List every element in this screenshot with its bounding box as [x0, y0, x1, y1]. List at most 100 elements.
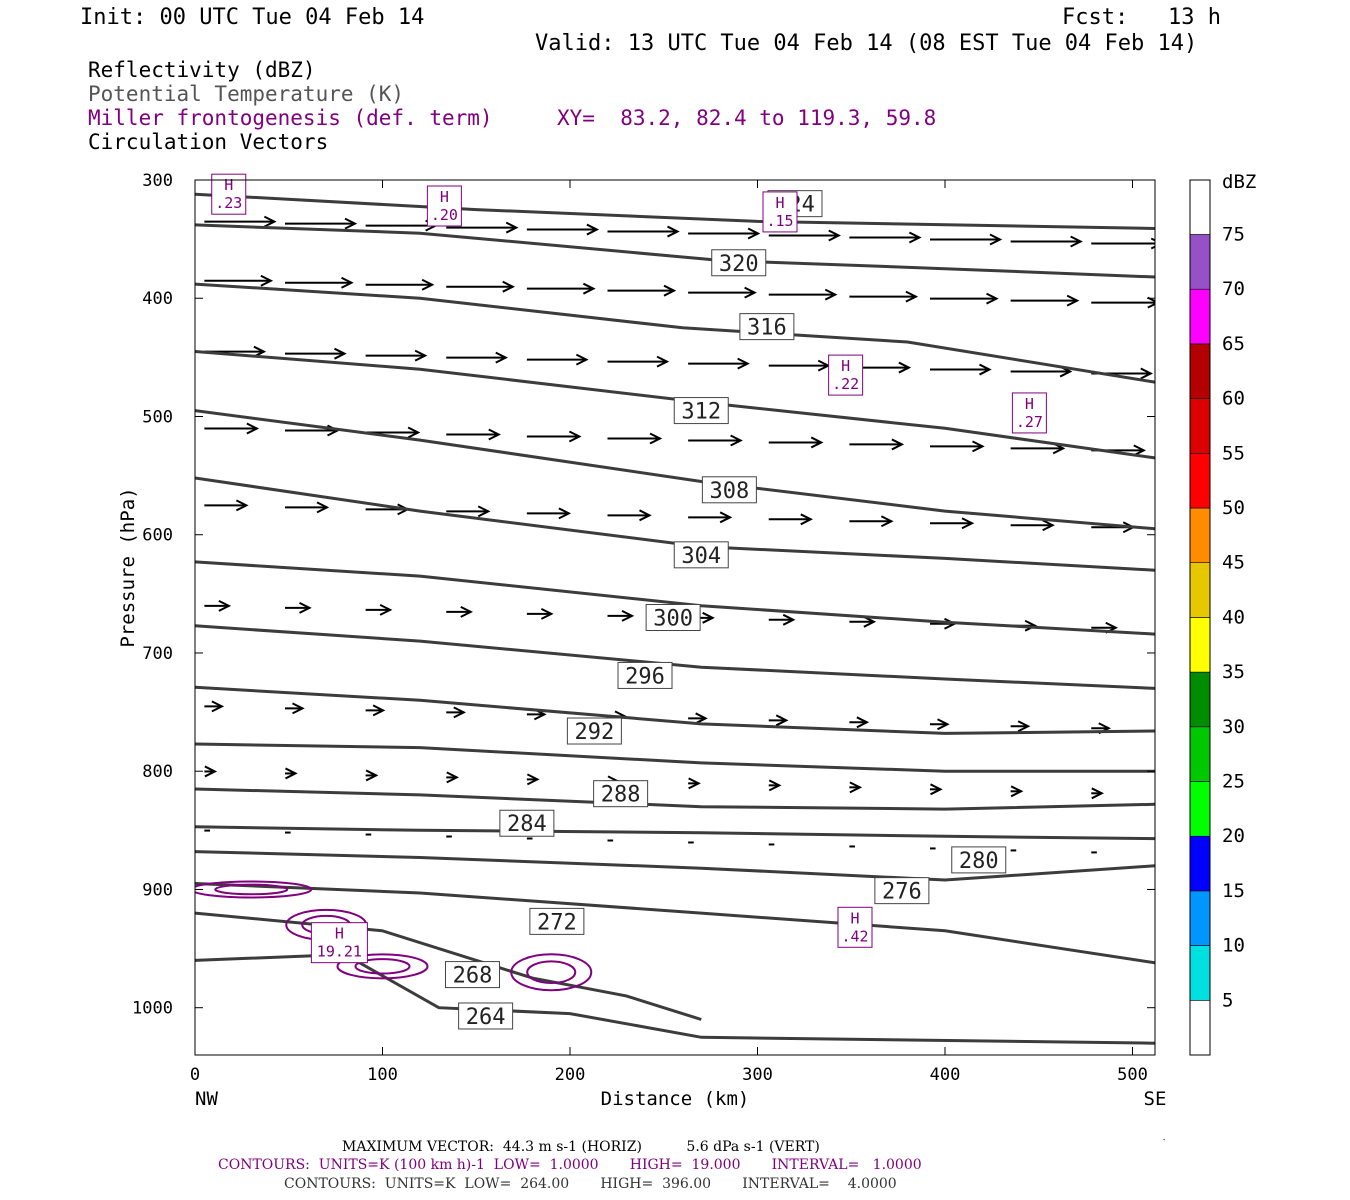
- vector-arrowhead: [639, 509, 652, 522]
- vector-arrowhead: [235, 499, 249, 512]
- theta-label-box: [739, 313, 795, 341]
- theta-label: 320: [719, 252, 759, 277]
- frontogenesis-max-box: [310, 922, 368, 964]
- theta-label: 268: [453, 964, 493, 989]
- frontogenesis-max-label: H: [850, 909, 859, 927]
- theta-contour-284: [195, 787, 1155, 811]
- colorbar-tick-label: 60: [1222, 388, 1245, 410]
- theta-label-box: [499, 809, 555, 837]
- vector-arrowhead: [477, 505, 491, 518]
- vector-arrowhead: [1024, 619, 1038, 632]
- frontogenesis-max-label: H: [224, 176, 233, 194]
- vector-arrowhead: [365, 769, 379, 782]
- legend-frontogenesis: Miller frontogenesis (def. term): [88, 106, 493, 130]
- legend-circulation-vectors: Circulation Vectors: [88, 130, 329, 154]
- y-tick-label: 900: [142, 880, 173, 900]
- x-axis-label: Distance (km): [601, 1088, 750, 1110]
- vector-arrowhead: [211, 700, 225, 713]
- vector-arrowhead: [1017, 720, 1031, 733]
- colorbar-tick-label: 40: [1222, 606, 1245, 628]
- colorbar-segment: [1189, 179, 1211, 235]
- vector-arrowhead: [575, 353, 589, 366]
- theta-label: 300: [653, 607, 693, 632]
- vector-arrowhead: [586, 223, 600, 236]
- colorbar-frame: [1189, 179, 1211, 1056]
- max-vector-note: MAXIMUM VECTOR: 44.3 m s-1 (HORIZ) 5.6 d…: [342, 1139, 820, 1155]
- theta-label: 272: [537, 910, 577, 935]
- vector-arrowhead: [204, 765, 218, 778]
- frontogenesis-max-label: H: [1025, 395, 1034, 413]
- vector-arrowhead: [863, 615, 877, 628]
- vector-arrowhead: [582, 282, 596, 295]
- vector-arrowhead: [880, 515, 894, 528]
- vector-arrowhead: [828, 229, 841, 242]
- colorbar-tick-label: 25: [1222, 771, 1245, 793]
- vector-arrowhead: [908, 231, 922, 244]
- colorbar-segment: [1189, 726, 1211, 782]
- theta-contour-324: [195, 192, 1155, 230]
- colorbar-segment: [1189, 890, 1211, 946]
- frontogenesis-max-label: H: [775, 194, 784, 212]
- frontogenesis-max-value: .22: [832, 375, 859, 393]
- vector-arrowhead: [558, 507, 572, 520]
- frontogenesis-contour: [510, 953, 593, 992]
- vector-arrowhead: [379, 603, 393, 616]
- colorbar-tick-label: 30: [1222, 716, 1245, 738]
- vector-arrowhead: [972, 440, 985, 453]
- vector-arrowhead: [989, 233, 1003, 246]
- x-tick-label: 100: [367, 1065, 398, 1085]
- frontogenesis-contour: [526, 960, 577, 985]
- colorbar-segment: [1189, 617, 1211, 673]
- vector-arrowhead: [979, 363, 992, 376]
- vector-arrowhead: [316, 501, 330, 514]
- cross-section-endpoints: XY= 83.2, 82.4 to 119.3, 59.8: [557, 106, 937, 130]
- colorbar-segment: [1189, 398, 1211, 454]
- vector-arrowhead: [502, 280, 515, 293]
- vector-arrowhead: [421, 278, 435, 291]
- vector-arrowhead: [292, 702, 305, 715]
- frontogenesis-max-value: .27: [1016, 413, 1043, 431]
- frontogenesis-contour: [354, 958, 411, 975]
- theta-contour-288: [195, 742, 1155, 773]
- theta-label-box: [566, 717, 622, 745]
- vector-arrowhead: [453, 706, 466, 719]
- legend-reflectivity: Reflectivity (dBZ): [88, 58, 316, 82]
- y-tick-label: 800: [142, 762, 173, 782]
- frontogenesis-contour: [336, 953, 429, 980]
- vector-arrowhead: [414, 349, 428, 362]
- forecast-hour: Fcst: 13 h: [1062, 5, 1221, 30]
- theta-contour-note: CONTOURS: UNITS=K LOW= 264.00 HIGH= 396.…: [284, 1176, 897, 1192]
- frontogenesis-max-box: [1011, 392, 1047, 434]
- frontogenesis-max-label: H: [335, 925, 344, 943]
- colorbar-segment: [1189, 835, 1211, 892]
- vector-arrowhead: [540, 607, 554, 620]
- init-time: Init: 00 UTC Tue 04 Feb 14: [80, 5, 425, 30]
- x-tick-label: 0: [190, 1065, 200, 1085]
- vector-arrowhead: [768, 779, 782, 792]
- vector-arrowhead: [218, 600, 232, 612]
- theta-contour-292: [195, 685, 1155, 735]
- colorbar-tick-label: 70: [1222, 278, 1245, 300]
- cross-section-chart: 3243203163123083043002962922882842802762…: [117, 171, 1256, 1140]
- vector-arrowhead: [695, 712, 708, 725]
- theta-contour-308: [195, 409, 1155, 531]
- colorbar-tick-label: 20: [1222, 825, 1245, 847]
- vector-arrowhead: [1140, 367, 1153, 380]
- vector-arrowhead: [937, 718, 950, 731]
- vector-arrowhead: [702, 611, 715, 624]
- frontogenesis-contour-note: CONTOURS: UNITS=K (100 km h)-1 LOW= 1.00…: [218, 1157, 922, 1173]
- vector-arrowhead: [1147, 296, 1155, 309]
- colorbar-segment: [1189, 671, 1211, 728]
- vector-arrowhead: [505, 221, 519, 234]
- frontogenesis-max-box: [837, 906, 873, 948]
- y-tick-label: 400: [142, 289, 173, 309]
- colorbar-segment: [1189, 234, 1211, 290]
- vector-arrowhead: [849, 781, 863, 794]
- theta-label-box: [645, 604, 701, 631]
- y-tick-label: 300: [142, 171, 173, 191]
- x-tick-label: 200: [555, 1065, 586, 1085]
- theta-contour-276: [195, 850, 1155, 882]
- vector-arrowhead: [800, 513, 813, 526]
- vector-arrowhead: [747, 227, 761, 240]
- theta-contour-300: [195, 560, 1155, 636]
